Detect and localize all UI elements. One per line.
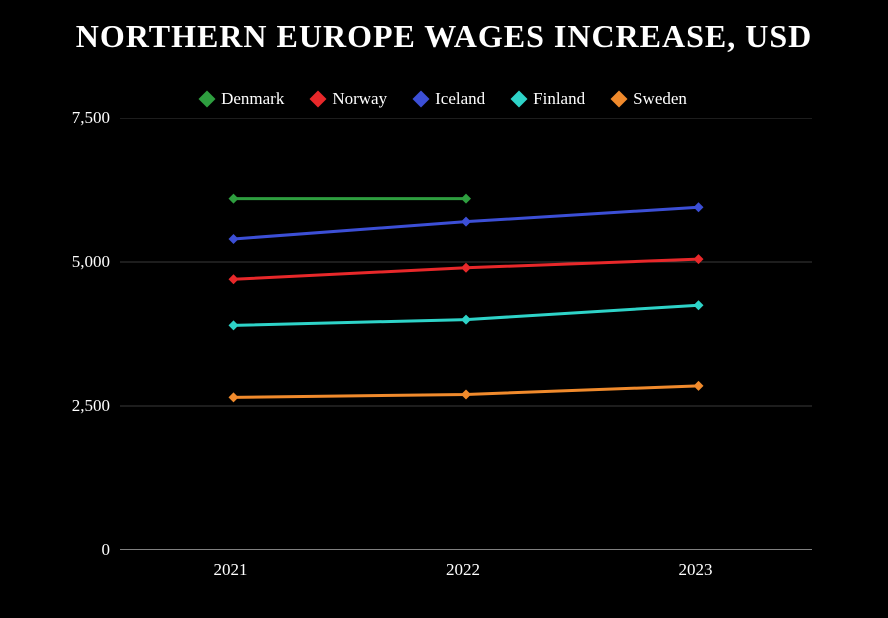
y-tick-label: 0 [102, 540, 111, 560]
diamond-icon [413, 91, 430, 108]
x-tick-label: 2023 [679, 560, 713, 580]
legend-label: Denmark [221, 89, 284, 109]
legend-item-finland: Finland [513, 89, 585, 109]
chart-title: NORTHERN EUROPE WAGES INCREASE, USD [0, 0, 888, 55]
y-tick-label: 5,000 [72, 252, 110, 272]
legend-label: Norway [332, 89, 387, 109]
legend-item-norway: Norway [312, 89, 387, 109]
plot-area [120, 118, 812, 550]
y-tick-label: 7,500 [72, 108, 110, 128]
legend-label: Sweden [633, 89, 687, 109]
legend: Denmark Norway Iceland Finland Sweden [0, 89, 888, 109]
diamond-icon [310, 91, 327, 108]
x-tick-label: 2022 [446, 560, 480, 580]
legend-item-iceland: Iceland [415, 89, 485, 109]
legend-item-denmark: Denmark [201, 89, 284, 109]
diamond-icon [611, 91, 628, 108]
diamond-icon [199, 91, 216, 108]
legend-label: Finland [533, 89, 585, 109]
legend-item-sweden: Sweden [613, 89, 687, 109]
y-tick-label: 2,500 [72, 396, 110, 416]
diamond-icon [511, 91, 528, 108]
x-tick-label: 2021 [213, 560, 247, 580]
legend-label: Iceland [435, 89, 485, 109]
